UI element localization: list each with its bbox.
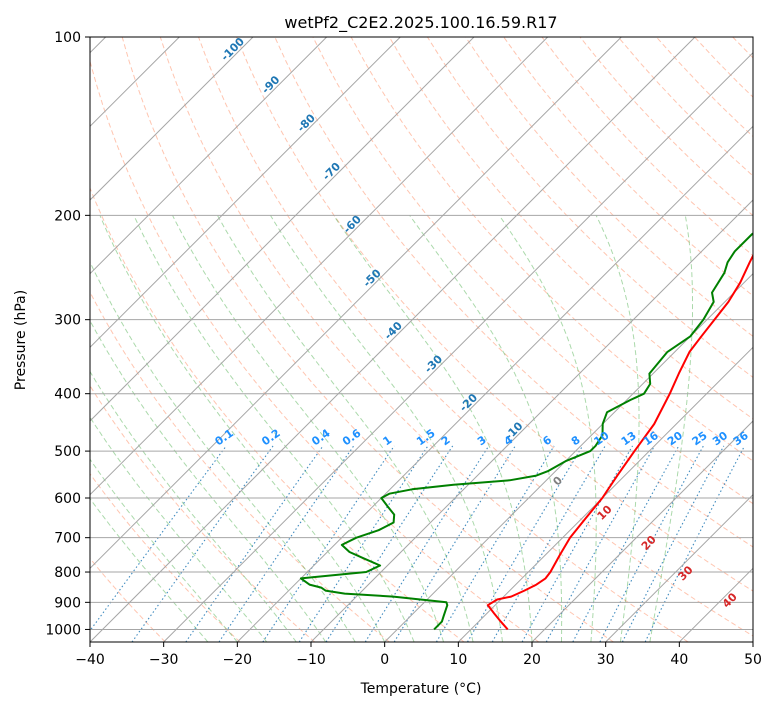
- moist-adiabat: [133, 215, 415, 642]
- x-tick-label: 0: [380, 652, 389, 668]
- mixing-ratio-line: [218, 445, 355, 642]
- dry-adiabat: [90, 59, 540, 642]
- y-tick-label: 400: [54, 387, 81, 403]
- y-tick-label: 900: [54, 595, 81, 611]
- y-axis-ticks: 100 200 300 400 500 600 700 800 900 1000: [45, 30, 90, 638]
- mixing-ratio-line: [262, 445, 395, 642]
- moist-adiabat: [649, 215, 693, 642]
- x-tick-label: −20: [223, 652, 253, 668]
- background-lines: [90, 37, 775, 642]
- isotherm: [90, 37, 328, 275]
- dry-adiabat: [274, 37, 753, 548]
- moist-adiabat: [595, 215, 640, 642]
- moist-adiabat: [90, 458, 238, 642]
- moist-adiabat: [498, 215, 597, 642]
- y-tick-label: 500: [54, 444, 81, 460]
- x-tick-label: −10: [296, 652, 326, 668]
- mixing-ratio-line: [131, 445, 274, 642]
- dry-adiabat: [121, 37, 614, 642]
- dewpoint-profile: [299, 232, 753, 631]
- dry-adiabat: [198, 37, 753, 637]
- x-tick-label: 50: [744, 652, 762, 668]
- y-axis-label: Pressure (hPa): [13, 290, 29, 390]
- mixing-ratio-line: [644, 445, 746, 642]
- dry-adiabat: [159, 37, 689, 642]
- y-tick-label: 1000: [45, 622, 81, 638]
- moist-adiabat: [90, 416, 268, 642]
- x-axis-ticks: −40 −30 −20 −10 0 10 20 30 40 50: [75, 642, 762, 668]
- dry-adiabat: [236, 37, 753, 592]
- isotherm: [752, 641, 753, 642]
- isotherm: [163, 51, 753, 642]
- y-tick-label: 700: [54, 531, 81, 547]
- x-tick-label: −40: [75, 652, 105, 668]
- isotherm: [90, 37, 696, 642]
- dry-adiabat: [771, 37, 775, 642]
- x-tick-label: 40: [670, 652, 688, 668]
- x-tick-label: 30: [597, 652, 615, 668]
- dry-adiabat: [350, 37, 753, 462]
- moist-adiabat: [99, 215, 386, 642]
- mixing-ratio-line: [364, 445, 490, 642]
- plot-frame: [89, 36, 754, 643]
- moist-adiabat: [90, 319, 327, 642]
- isotherm: [236, 125, 753, 642]
- mixing-ratio-line: [621, 445, 725, 642]
- moist-adiabat: [90, 370, 297, 642]
- y-tick-label: 300: [54, 313, 81, 329]
- mixing-ratio-line: [467, 445, 584, 642]
- dry-adiabat: [503, 37, 753, 297]
- dry-adiabat: [90, 384, 316, 642]
- plot-background: [90, 37, 753, 642]
- mixing-ratio-line: [325, 445, 454, 642]
- moist-adiabat: [269, 215, 503, 642]
- mixing-ratio-line: [298, 445, 429, 642]
- x-axis-label: Temperature (°C): [360, 681, 482, 697]
- moist-adiabat: [90, 260, 356, 642]
- isotherm: [310, 199, 753, 642]
- chart-title: wetPf2_C2E2.2025.100.16.59.R17: [284, 13, 557, 33]
- dry-adiabat: [426, 37, 753, 378]
- y-tick-label: 800: [54, 565, 81, 581]
- isotherm: [90, 37, 401, 349]
- mixing-ratio-line: [435, 445, 555, 642]
- x-tick-label: 10: [449, 652, 467, 668]
- temperature-profile: [486, 253, 753, 631]
- moist-adiabat: [90, 497, 209, 642]
- mixing-ratio-line: [545, 445, 656, 642]
- y-tick-label: 200: [54, 208, 81, 224]
- isotherm: [90, 37, 549, 496]
- isotherm: [531, 420, 753, 642]
- profile-lines: [299, 232, 753, 631]
- isotherm: [605, 493, 753, 642]
- isotherm: [90, 37, 622, 570]
- dry-adiabat: [90, 557, 166, 642]
- grid-lines: [90, 37, 753, 642]
- dry-adiabat: [90, 186, 465, 642]
- mixing-ratio-line: [185, 445, 324, 642]
- isotherm: [90, 37, 475, 422]
- moist-adiabat: [409, 215, 563, 642]
- isotherm: [90, 37, 254, 201]
- dry-adiabat: [90, 291, 390, 642]
- x-tick-label: 20: [523, 652, 541, 668]
- dry-adiabat: [90, 472, 241, 642]
- y-tick-label: 600: [54, 491, 81, 507]
- isotherm: [457, 346, 753, 642]
- y-tick-label: 100: [54, 30, 81, 46]
- moist-adiabat: [172, 215, 445, 642]
- x-tick-label: −30: [149, 652, 179, 668]
